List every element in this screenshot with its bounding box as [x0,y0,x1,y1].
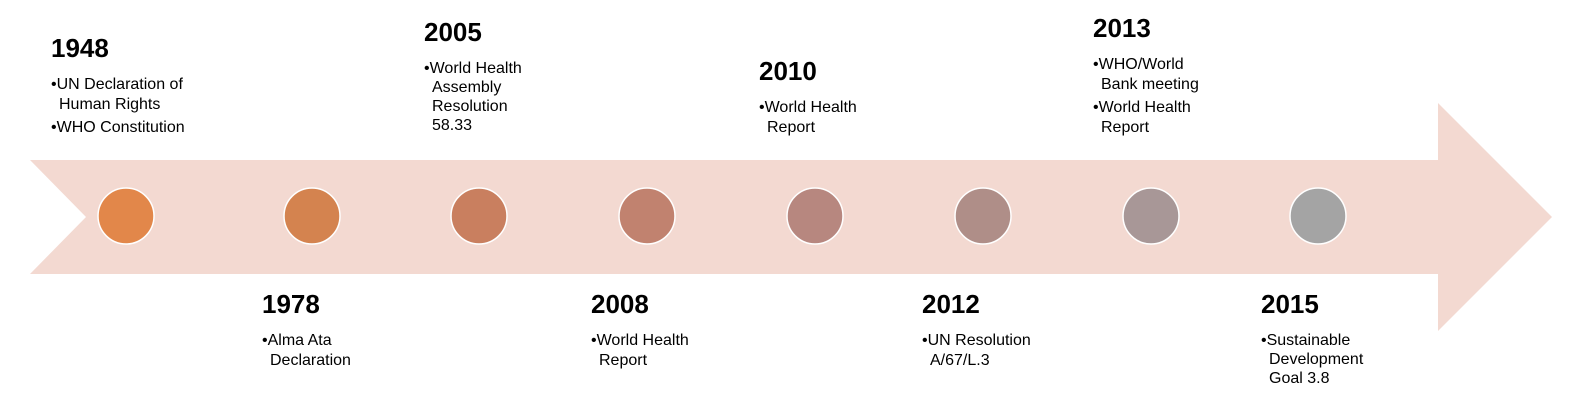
event-year: 1948 [51,33,109,63]
event-item: World Health Assembly Resolution 58.33 [424,59,544,135]
event-item: World Health Report [591,331,714,371]
event-item: Alma Ata Declaration [262,331,375,371]
event-2005: 2005 World Health Assembly Resolution 58… [424,17,564,138]
timeline-marker-1978 [283,187,341,245]
event-item: World Health Report [759,98,882,138]
event-2012: 2012 UN Resolution A/67/L.3 [922,289,1082,374]
event-year: 2012 [922,289,980,319]
timeline-marker-2012 [954,187,1012,245]
event-year: 2015 [1261,289,1319,319]
event-2013: 2013 WHO/World Bank meeting World Health… [1093,13,1243,141]
timeline-marker-2013 [1122,187,1180,245]
timeline-marker-2015 [1289,187,1347,245]
event-year: 2010 [759,56,817,86]
event-1948: 1948 UN Declaration of Human Rights WHO … [51,33,241,141]
event-item: UN Declaration of Human Rights [51,75,209,115]
event-item: WHO/World Bank meeting [1093,55,1219,95]
timeline-marker-2008 [618,187,676,245]
event-2015: 2015 Sustainable Development Goal 3.8 [1261,289,1411,391]
timeline-marker-2005 [450,187,508,245]
event-year: 2008 [591,289,649,319]
event-2008: 2008 World Health Report [591,289,741,374]
timeline-marker-1948 [97,187,155,245]
event-item: World Health Report [1093,98,1219,138]
event-2010: 2010 World Health Report [759,56,909,141]
event-year: 2013 [1093,13,1151,43]
event-item: UN Resolution A/67/L.3 [922,331,1055,371]
event-item: Sustainable Development Goal 3.8 [1261,331,1387,388]
event-item: WHO Constitution [51,118,241,138]
timeline-marker-2010 [786,187,844,245]
event-year: 2005 [424,17,482,47]
event-year: 1978 [262,289,320,319]
event-1978: 1978 Alma Ata Declaration [262,289,402,374]
